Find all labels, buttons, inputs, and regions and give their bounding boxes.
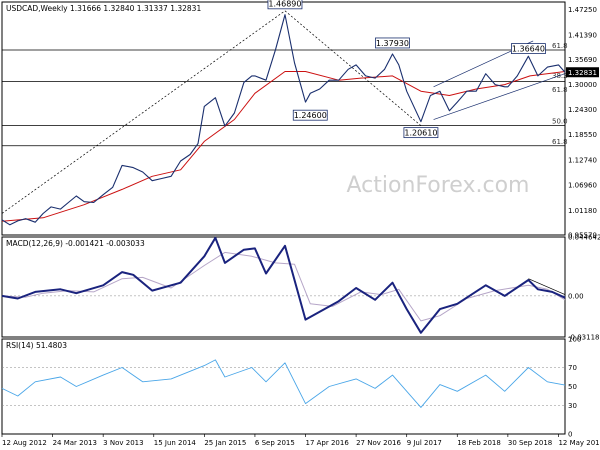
current-price-box	[566, 67, 599, 78]
annotation-box-1	[375, 37, 410, 49]
x-tick-label-9: 18 Feb 2018	[457, 439, 501, 447]
annotation-label-0: 1.46890	[268, 0, 301, 9]
trendline-long-uptrend	[1, 10, 286, 214]
annotation-box-2	[292, 109, 328, 121]
fib-label-3: 50.0	[552, 118, 568, 126]
series-rsi	[1, 359, 566, 408]
x-tick-label-6: 17 Apr 2016	[306, 439, 350, 447]
macd-tick-2: -0.031183	[568, 334, 600, 342]
rsi-panel-title: RSI(14) 51.4803	[6, 341, 67, 350]
fib-label-0: 61.8	[552, 42, 568, 50]
annotation-box-3	[403, 127, 439, 139]
x-tick-label-5: 6 Sep 2015	[255, 439, 295, 447]
series-signal	[1, 251, 566, 322]
price-panel-title: USDCAD,Weekly 1.31666 1.32840 1.31337 1.…	[6, 4, 201, 13]
trendline-macd-divergence	[528, 278, 566, 295]
price-tick-7: 1.06960	[568, 182, 597, 190]
annotation-box-4	[511, 43, 546, 54]
price-layer: 61.838.261.850.061.81.468901.379301.2460…	[1, 0, 599, 240]
annotation-label-1: 1.37930	[376, 39, 409, 48]
rsi-tick-2: 50	[568, 383, 577, 391]
x-tick-label-11: 12 May 2019	[558, 439, 600, 447]
price-tick-4: 1.24300	[568, 106, 597, 114]
current-price-label: 1.32831	[568, 69, 597, 77]
rsi-tick-0: 100	[568, 336, 581, 344]
series-macd	[1, 236, 566, 334]
macd-panel-frame	[1, 236, 566, 338]
price-tick-2: 1.35690	[568, 56, 597, 64]
price-tick-3: 1.30000	[568, 81, 597, 89]
fib-label-4: 61.8	[552, 138, 568, 146]
x-tick-label-3: 15 Jun 2014	[154, 439, 197, 447]
x-tick-label-2: 3 Nov 2013	[103, 439, 143, 447]
fib-label-2: 61.8	[552, 86, 568, 94]
macd-tick-0: 0.044642	[568, 234, 600, 242]
macd-layer: 0.044642 0.00 -0.031183	[1, 234, 600, 342]
price-tick-0: 1.47250	[568, 6, 597, 14]
x-tick-label-10: 30 Sep 2018	[508, 439, 552, 447]
rsi-tick-4: 0	[568, 431, 572, 439]
trendline-top-to-low	[284, 10, 422, 126]
price-panel-frame	[1, 1, 566, 236]
rsi-tick-3: 30	[568, 402, 577, 410]
rsi-panel-frame	[1, 338, 566, 435]
price-tick-5: 1.18550	[568, 131, 597, 139]
annotation-box-0	[267, 0, 303, 10]
series-ema	[1, 71, 566, 222]
annotation-label-3: 1.20610	[404, 128, 437, 137]
annotation-label-4: 1.36640	[512, 44, 545, 53]
rsi-tick-1: 70	[568, 364, 577, 372]
x-axis: 12 Aug 2012 24 Mar 2013 3 Nov 2013 15 Jun 2…	[1, 434, 600, 447]
series-price	[1, 14, 566, 226]
macd-panel-title: MACD(12,26,9) -0.001421 -0.003033	[6, 239, 145, 248]
x-tick-label-4: 25 Jan 2015	[204, 439, 246, 447]
x-tick-label-7: 27 Nov 2016	[356, 439, 401, 447]
x-tick-label-8: 9 Jul 2017	[407, 439, 442, 447]
annotation-label-2: 1.24600	[294, 111, 327, 120]
price-tick-9: 0.95570	[568, 232, 597, 240]
watermark: ActionForex.com	[347, 173, 530, 198]
price-tick-1: 1.41390	[568, 31, 597, 39]
price-tick-6: 1.12740	[568, 156, 597, 164]
x-tick-label-0: 12 Aug 2012	[2, 439, 47, 447]
trendline-channel-lower	[433, 73, 566, 120]
price-tick-8: 1.01180	[568, 207, 597, 215]
x-tick-label-1: 24 Mar 2013	[53, 439, 97, 447]
rsi-layer: 100 70 50 30 0	[1, 336, 581, 439]
macd-tick-1: 0.00	[568, 292, 584, 300]
